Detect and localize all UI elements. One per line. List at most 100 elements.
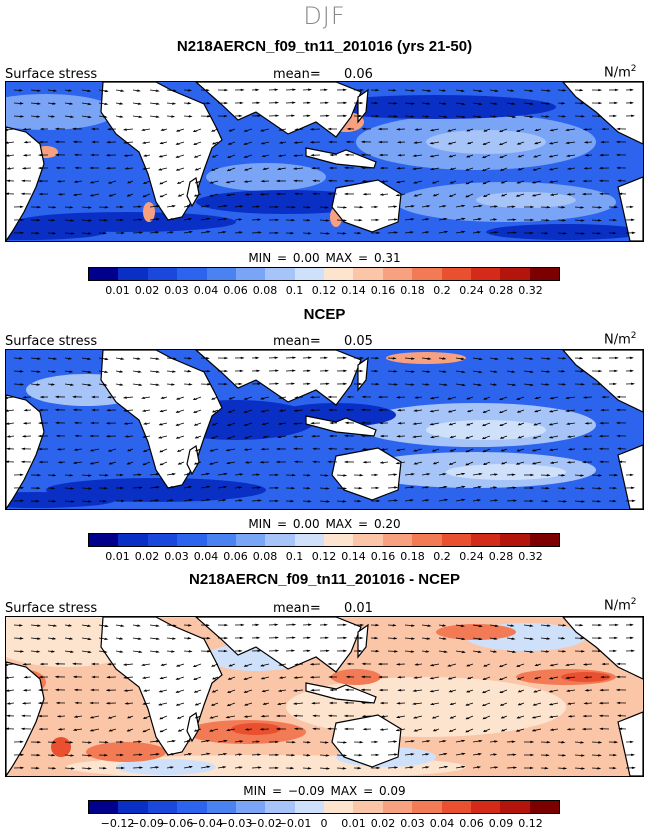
wind-vector-head	[171, 102, 177, 105]
wind-vector-head	[73, 688, 78, 692]
wind-vector-head	[18, 357, 24, 360]
wind-vector-head	[226, 168, 231, 172]
wind-vector-head	[582, 128, 587, 131]
wind-vector-head	[277, 689, 282, 692]
wind-vector-head	[105, 435, 110, 438]
wind-vector-head	[565, 676, 570, 680]
wind-vector-head	[548, 155, 553, 158]
wind-vector-head	[227, 410, 232, 413]
wind-vector-head	[6, 447, 11, 451]
panel-2-minmax: MIN = 0.00 MAX = 0.20	[248, 517, 401, 531]
wind-vector-head	[499, 129, 503, 133]
wind-vector-head	[345, 140, 350, 144]
wind-vector-head	[70, 767, 75, 770]
wind-vector-head	[324, 741, 329, 744]
wind-vector-head	[255, 623, 260, 627]
wind-vector-head	[396, 167, 401, 170]
wind-vector-head	[106, 662, 112, 666]
wind-vector-head	[238, 231, 243, 234]
wind-vector-head	[566, 728, 571, 731]
wind-vector-head	[393, 753, 399, 756]
wind-vector	[574, 487, 584, 490]
wind-vector-head	[361, 715, 366, 718]
wind-vector-head	[52, 206, 57, 209]
wind-vector-head	[397, 689, 402, 692]
wind-vector-head	[466, 423, 471, 426]
wind-vector-head	[19, 740, 24, 744]
wind-vector-head	[141, 396, 146, 400]
wind-vector-head	[531, 194, 536, 197]
wind-vector-head	[442, 102, 447, 105]
wind-vector-head	[561, 741, 566, 744]
wind-vector	[166, 357, 176, 360]
wind-vector-head	[54, 662, 59, 666]
wind-vector-head	[414, 128, 419, 131]
colorbar-tick-label: 0.04	[193, 284, 219, 297]
season-title: DJF	[303, 2, 346, 30]
wind-vector-head	[244, 193, 249, 196]
wind-vector-head	[410, 624, 416, 627]
wind-vector-head	[209, 194, 214, 197]
wind-vector-head	[566, 702, 572, 705]
wind-vector-head	[510, 89, 515, 92]
wind-vector-head	[343, 434, 349, 438]
wind-vector-head	[465, 730, 470, 733]
wind-vector-head	[171, 473, 176, 476]
wind-vector-head	[141, 141, 147, 144]
wind-vector-head	[510, 357, 515, 360]
field-contour	[51, 737, 71, 757]
wind-vector-head	[328, 701, 333, 705]
wind-vector-head	[493, 205, 499, 208]
wind-vector-head	[430, 435, 435, 439]
wind-vector-head	[87, 500, 92, 503]
wind-vector-head	[612, 766, 617, 770]
wind-vector-head	[478, 472, 483, 476]
colorbar-swatch	[500, 534, 530, 546]
wind-vector-head	[50, 650, 56, 653]
wind-vector-head	[306, 382, 311, 386]
wind-vector-head	[176, 449, 181, 452]
wind-vector-head	[239, 473, 244, 476]
wind-vector-head	[566, 193, 571, 196]
wind-vector-head	[105, 154, 110, 157]
wind-vector-head	[291, 205, 296, 209]
wind-vector-head	[429, 410, 434, 413]
wind-vector-head	[88, 487, 93, 490]
wind-vector-head	[449, 167, 454, 170]
colorbar-swatch	[382, 801, 413, 813]
wind-vector-head	[483, 729, 487, 732]
wind-vector-head	[614, 636, 619, 640]
wind-vector-head	[410, 115, 415, 118]
wind-vector-head	[262, 702, 267, 705]
wind-vector-head	[460, 357, 465, 360]
wind-vector-head	[529, 766, 534, 770]
wind-vector-head	[567, 715, 572, 718]
wind-vector-head	[275, 192, 280, 196]
wind-vector-head	[38, 727, 43, 731]
wind-vector-head	[238, 218, 243, 221]
wind-vector-head	[516, 181, 521, 184]
wind-vector-head	[119, 115, 124, 118]
wind-vector	[387, 767, 397, 769]
wind-vector-head	[211, 155, 216, 158]
wind-vector-head	[309, 676, 314, 679]
wind-vector	[319, 500, 329, 503]
wind-vector-head	[293, 447, 298, 450]
wind-vector-head	[565, 396, 570, 400]
wind-vector-head	[20, 115, 25, 118]
wind-vector-head	[89, 166, 94, 170]
wind-vector-head	[36, 637, 41, 640]
wind-vector-head	[561, 370, 566, 373]
colorbar-tick-label: 0.04	[193, 550, 219, 563]
wind-vector-head	[597, 500, 602, 503]
wind-vector-head	[89, 729, 94, 732]
colorbar-tick-label: −0.02	[248, 817, 282, 830]
wind-vector-head	[255, 88, 260, 92]
wind-vector-head	[529, 231, 534, 235]
landmass	[305, 682, 377, 704]
field-contour	[86, 742, 166, 762]
wind-vector-head	[449, 449, 454, 452]
wind-vector-head	[312, 714, 317, 718]
wind-vector-head	[533, 690, 538, 693]
wind-vector	[336, 474, 346, 476]
